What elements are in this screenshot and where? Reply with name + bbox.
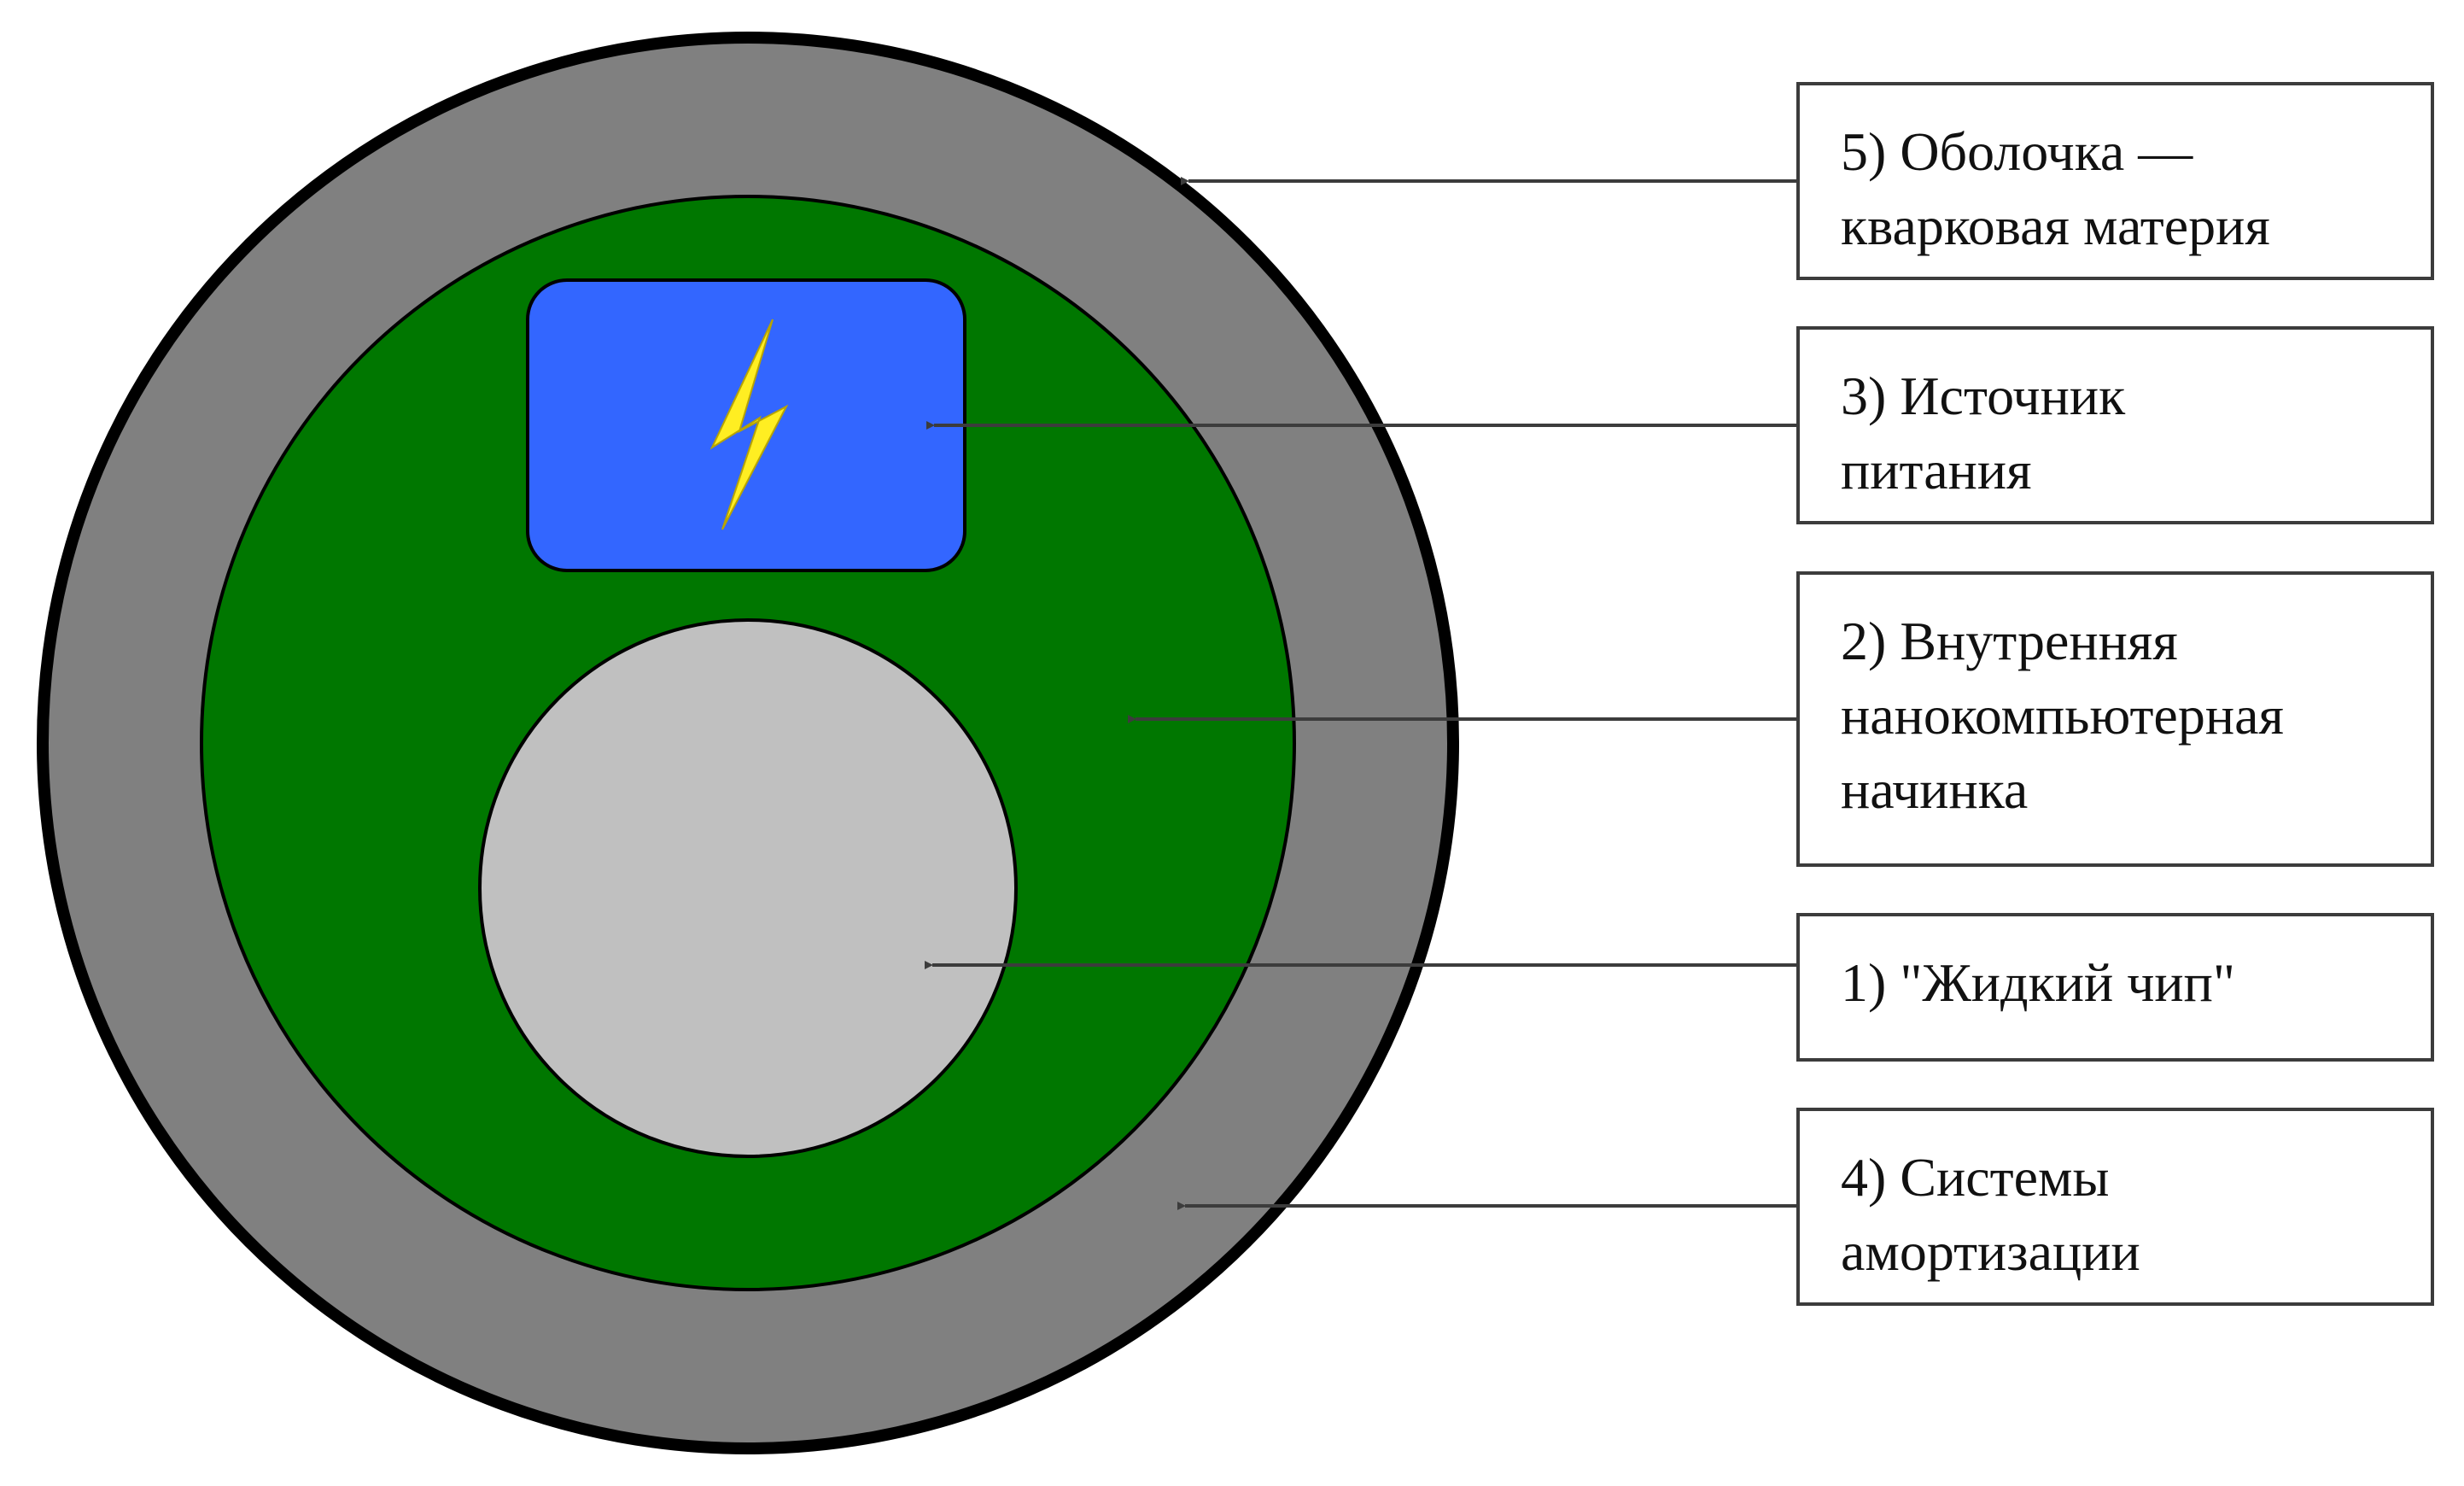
label-power-source-line-1: 3) Источник	[1841, 366, 2126, 426]
label-shell: 5) Оболочка — кварковая материя	[1796, 82, 2434, 280]
label-damping-line-1: 4) Системы	[1841, 1147, 2110, 1208]
label-filling-line-1: 2) Внутренняя	[1841, 611, 2178, 671]
label-filling-line-2: нанокомпьютерная	[1841, 685, 2284, 746]
label-liquid-chip: 1) "Жидкий чип"	[1796, 913, 2434, 1062]
label-shell-line-2: кварковая материя	[1841, 196, 2270, 256]
label-filling: 2) Внутренняя нанокомпьютерная начинка	[1796, 571, 2434, 867]
label-filling-line-3: начинка	[1841, 759, 2029, 820]
label-power-source: 3) Источник питания	[1796, 326, 2434, 524]
liquid-chip	[478, 618, 1018, 1158]
label-liquid-chip-line-1: 1) "Жидкий чип"	[1841, 952, 2235, 1013]
label-power-source-line-2: питания	[1841, 440, 2032, 500]
label-damping: 4) Системы амортизации	[1796, 1108, 2434, 1306]
label-damping-line-2: амортизации	[1841, 1221, 2140, 1282]
lightning-bolt-icon	[709, 319, 789, 530]
label-shell-line-1: 5) Оболочка —	[1841, 121, 2193, 182]
